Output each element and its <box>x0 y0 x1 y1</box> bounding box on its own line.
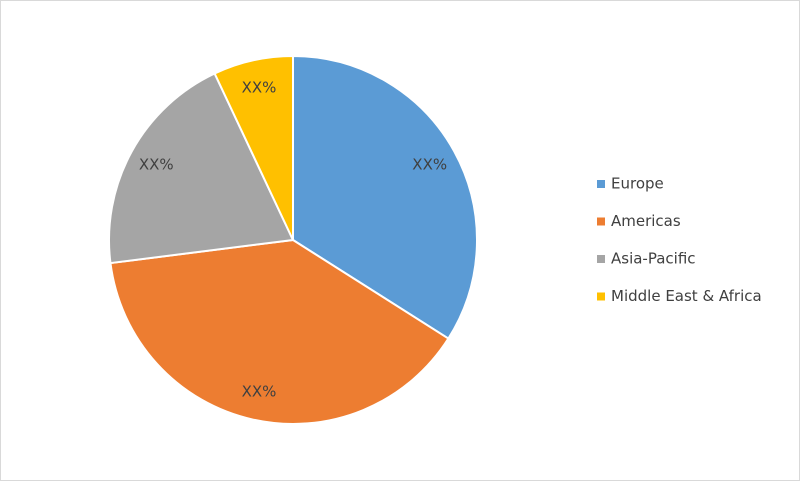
pie-slice <box>213 54 294 241</box>
pie-slice <box>292 54 478 340</box>
data-label: XX% <box>242 78 277 96</box>
pie-slice <box>109 238 450 425</box>
data-label: XX% <box>242 383 277 401</box>
legend-swatch <box>597 180 605 188</box>
legend-label: Middle East & Africa <box>611 287 762 305</box>
legend-label: Americas <box>611 212 681 230</box>
legend-swatch <box>597 255 605 263</box>
legend-label: Asia-Pacific <box>611 250 696 268</box>
legend-swatch <box>597 217 605 226</box>
legend-swatch <box>597 292 605 301</box>
legend-label: Europe <box>611 175 664 193</box>
data-label: XX% <box>412 155 447 173</box>
pie-slice <box>108 72 295 265</box>
data-label: XX% <box>139 155 174 173</box>
